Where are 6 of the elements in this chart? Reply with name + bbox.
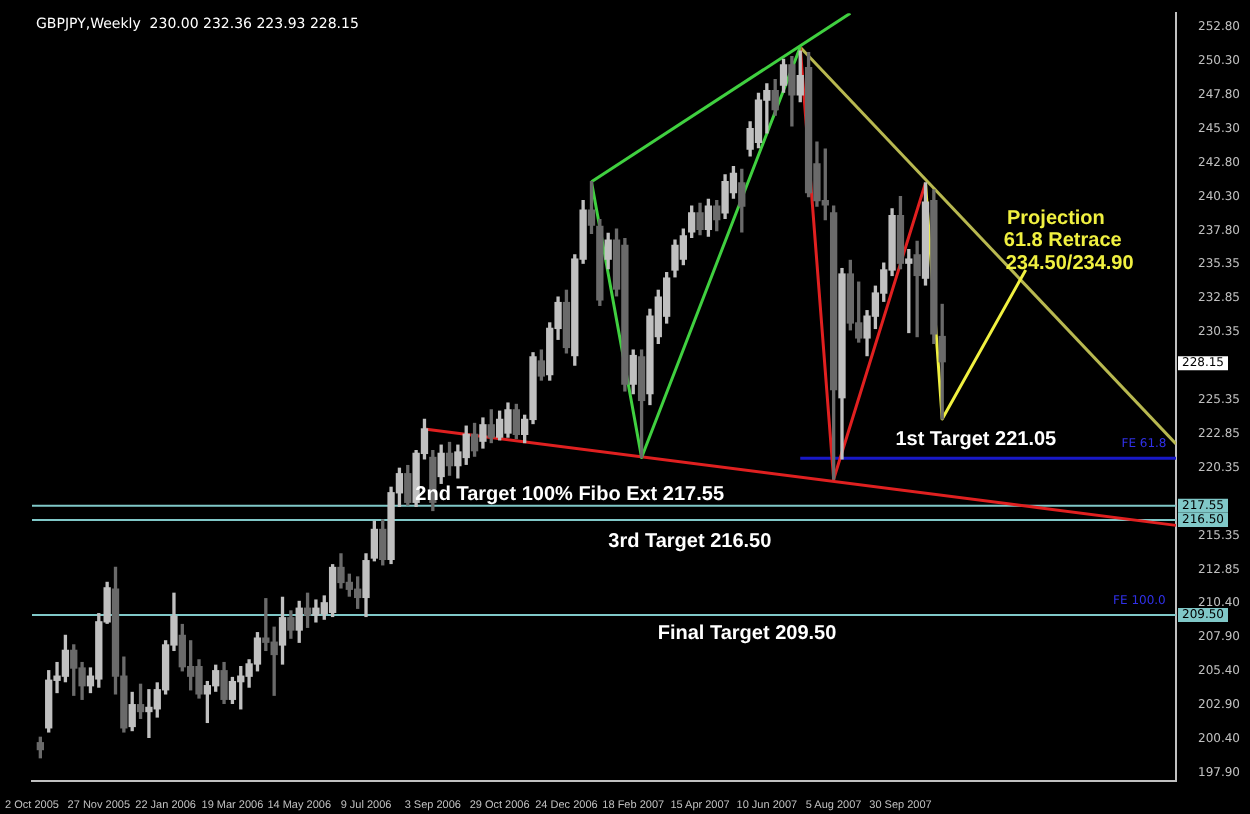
annotation: Projection bbox=[1006, 208, 1105, 231]
annotation: 3rd Target 216.50 bbox=[608, 530, 773, 553]
annotation: 234.50/234.90 bbox=[1005, 252, 1135, 275]
annotation: Final Target 209.50 bbox=[657, 622, 838, 645]
annotation: 61.8 Retrace bbox=[1003, 229, 1123, 252]
annotation: 1st Target 221.05 bbox=[895, 429, 1058, 452]
